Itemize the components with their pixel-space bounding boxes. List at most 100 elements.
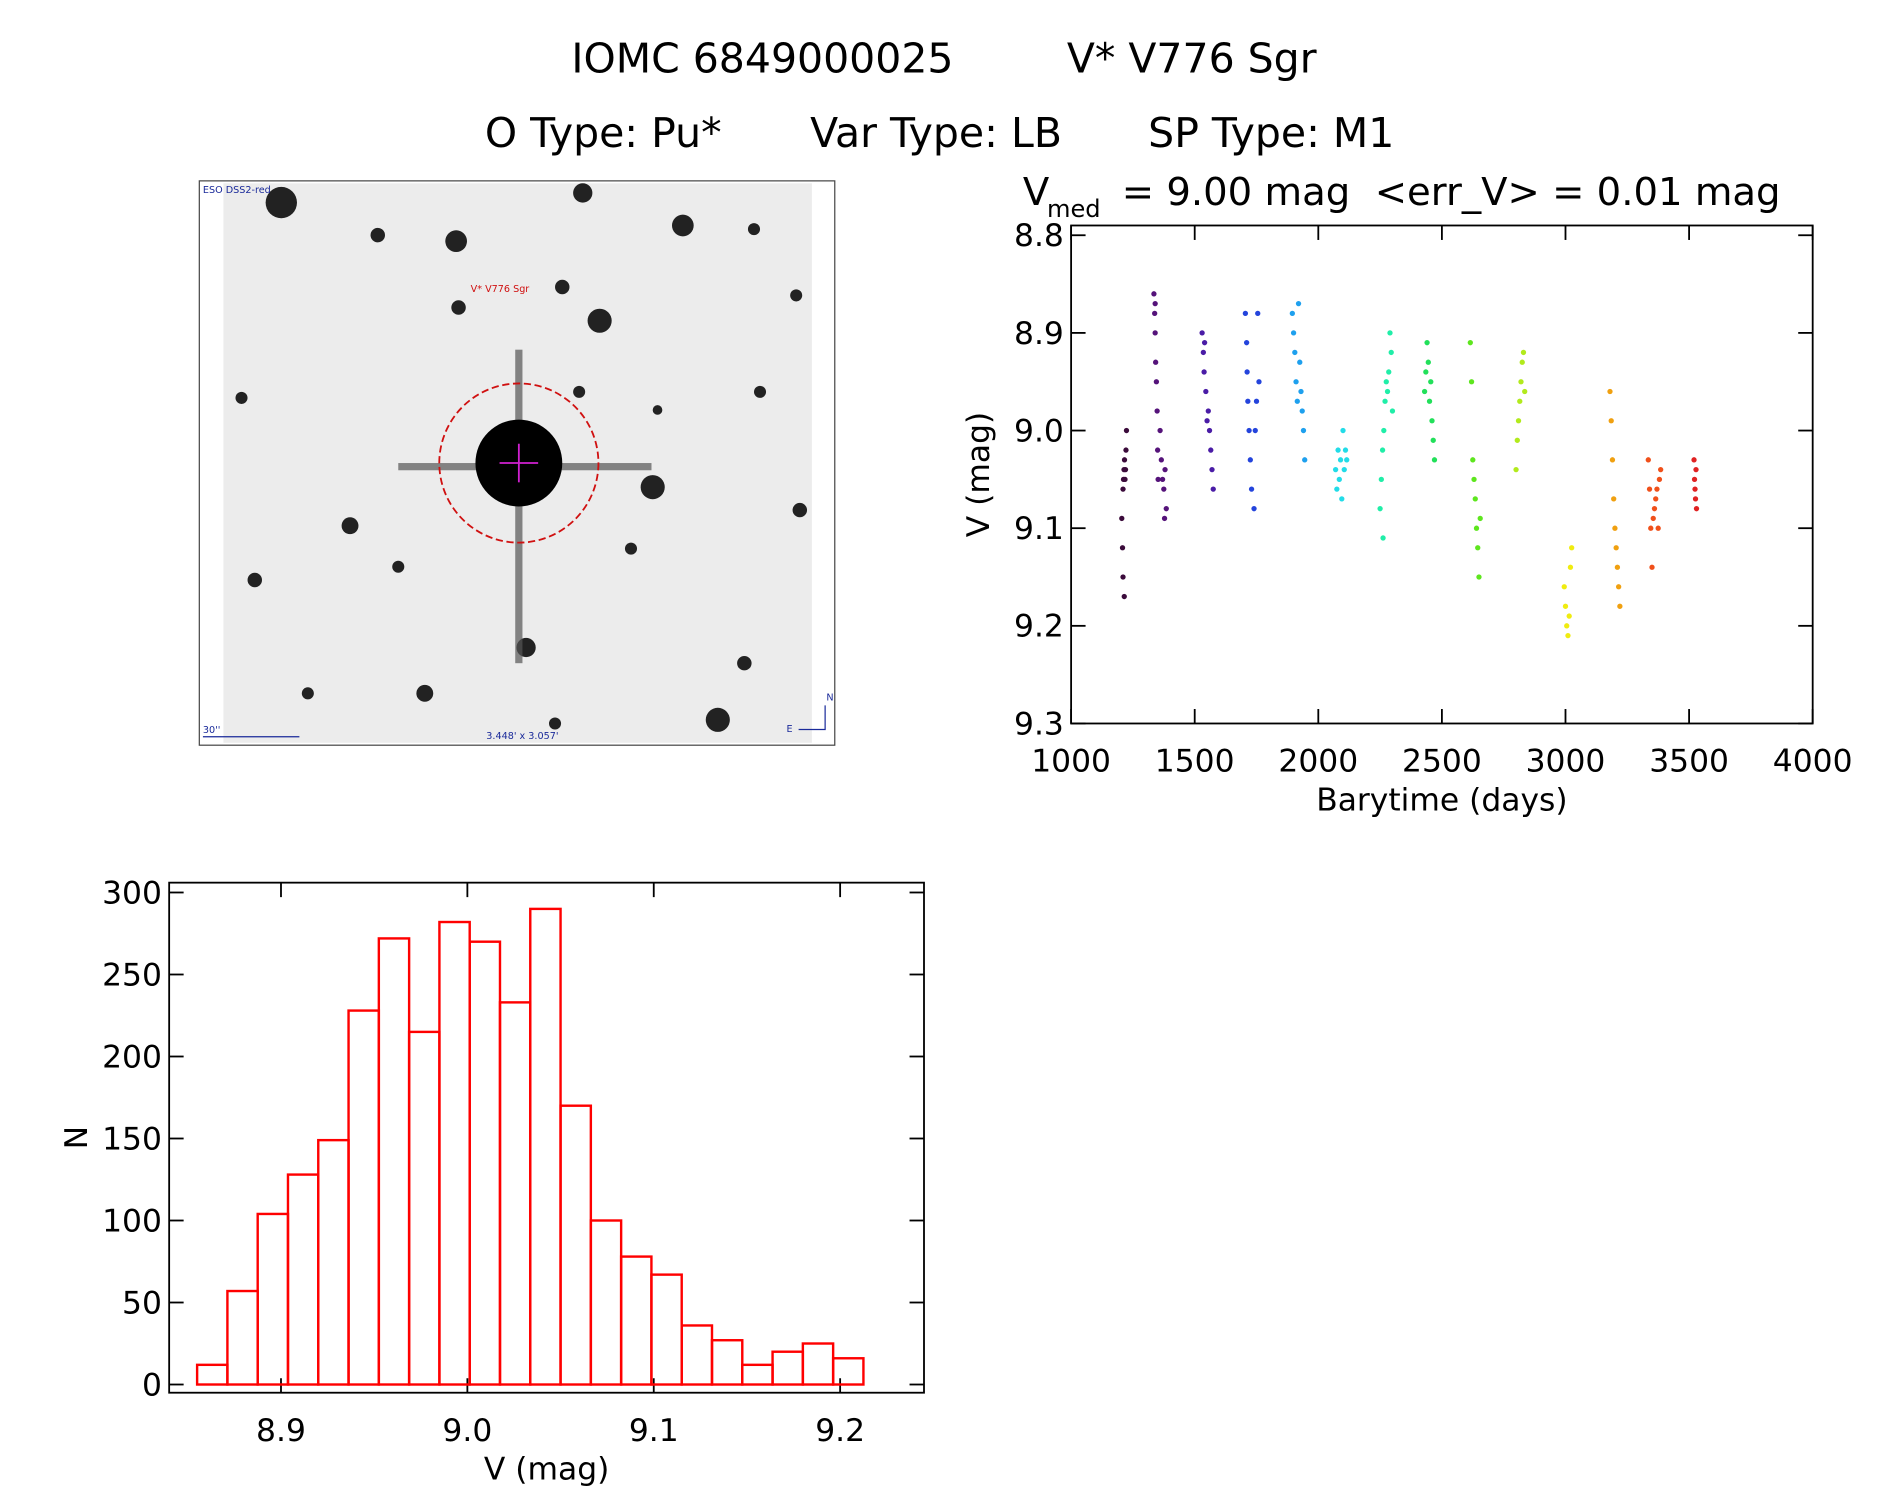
data-point	[1341, 466, 1347, 473]
data-point	[1201, 340, 1208, 346]
data-point	[1122, 466, 1129, 473]
histogram-bar	[529, 907, 562, 1386]
data-point	[1428, 379, 1434, 385]
data-point	[1289, 310, 1295, 317]
data-point	[1382, 398, 1388, 404]
x-tick-label: 9.0	[442, 1413, 492, 1449]
data-point	[1203, 388, 1209, 395]
histogram-bar	[801, 1342, 835, 1386]
y-tick-label: 8.8	[1014, 218, 1064, 254]
data-point	[1648, 525, 1654, 531]
histogram-bar	[831, 1357, 865, 1386]
data-point	[1154, 447, 1161, 453]
data-point	[1691, 476, 1698, 483]
x-tick-label: 3000	[1526, 744, 1606, 780]
data-point	[1298, 388, 1304, 395]
data-point	[1251, 506, 1257, 512]
data-point	[1152, 359, 1159, 365]
data-point	[1299, 408, 1305, 414]
data-point	[1611, 496, 1617, 502]
data-point	[1159, 476, 1166, 483]
data-point	[1295, 300, 1302, 307]
data-point	[1378, 476, 1384, 483]
data-point	[1565, 632, 1571, 639]
x-tick-label: 2500	[1402, 744, 1482, 780]
data-point	[1472, 496, 1478, 502]
histogram-bar	[680, 1324, 714, 1386]
data-point	[1120, 574, 1126, 580]
data-point	[1332, 466, 1339, 473]
data-point	[1161, 515, 1168, 522]
data-point	[1649, 564, 1655, 570]
data-point	[1152, 330, 1158, 336]
data-point	[1477, 515, 1483, 522]
chart-title: V	[1023, 170, 1050, 215]
data-point	[1386, 369, 1392, 375]
data-point	[1646, 486, 1653, 492]
plot-frame	[1070, 224, 1814, 725]
data-point	[1210, 486, 1216, 492]
data-point	[1337, 457, 1344, 463]
data-point	[1430, 437, 1436, 443]
data-point	[1120, 486, 1126, 492]
data-point	[1653, 496, 1659, 502]
data-point	[1344, 457, 1350, 463]
data-point	[1119, 545, 1126, 551]
data-point	[1693, 466, 1699, 473]
x-tick-label: 8.9	[256, 1413, 306, 1449]
y-axis-label: V (mag)	[961, 412, 997, 538]
var-type: Var Type: LB	[810, 109, 1062, 157]
data-point	[1613, 545, 1619, 551]
data-point	[1379, 447, 1386, 453]
data-point	[1567, 564, 1574, 570]
data-point	[1255, 310, 1261, 317]
data-point	[1645, 457, 1651, 463]
compass	[798, 705, 826, 731]
data-point	[1247, 457, 1253, 463]
data-point	[1609, 457, 1616, 463]
y-axis-label: N	[59, 1126, 95, 1149]
data-point	[1244, 369, 1250, 375]
histogram-bar	[347, 1009, 381, 1386]
y-tick-label: 9.0	[1014, 413, 1064, 449]
data-point	[1243, 340, 1250, 346]
data-point	[1208, 447, 1214, 453]
data-point	[1692, 486, 1698, 492]
data-point	[1342, 447, 1349, 453]
data-point	[1513, 466, 1519, 473]
data-point	[1693, 506, 1700, 512]
data-point	[1475, 545, 1481, 551]
data-point	[1293, 379, 1299, 385]
data-point	[1163, 506, 1169, 512]
data-point	[1476, 574, 1482, 580]
x-tick-label: 9.1	[629, 1413, 679, 1449]
histogram-bar	[710, 1339, 744, 1386]
histogram-bar	[741, 1363, 774, 1386]
data-point	[1651, 506, 1658, 512]
y-tick-label: 150	[102, 1121, 162, 1157]
data-point	[1384, 388, 1391, 395]
y-tick-label: 200	[102, 1039, 162, 1075]
plot-frame	[168, 881, 925, 1394]
histogram-bar	[589, 1219, 623, 1386]
histogram-bar	[468, 940, 502, 1386]
histogram-bar	[438, 920, 471, 1386]
histogram-bar	[407, 1030, 441, 1386]
data-point	[1242, 310, 1249, 317]
histogram-bar	[619, 1255, 653, 1386]
data-point	[1656, 476, 1663, 483]
chart-title-rest: = 9.00 mag <err_V> = 0.01 mag	[1122, 170, 1781, 215]
data-point	[1691, 457, 1697, 463]
data-point	[1204, 418, 1210, 424]
x-axis-label: V (mag)	[484, 1452, 609, 1488]
histogram-bar	[771, 1350, 805, 1386]
data-point	[1161, 486, 1167, 492]
data-point	[1514, 437, 1520, 443]
spike	[515, 349, 523, 664]
data-point	[1340, 427, 1346, 434]
data-point	[1153, 379, 1160, 385]
target-label: V* V776 Sgr	[471, 284, 530, 295]
data-point	[1612, 525, 1618, 531]
y-tick-label: 9.2	[1014, 609, 1064, 645]
